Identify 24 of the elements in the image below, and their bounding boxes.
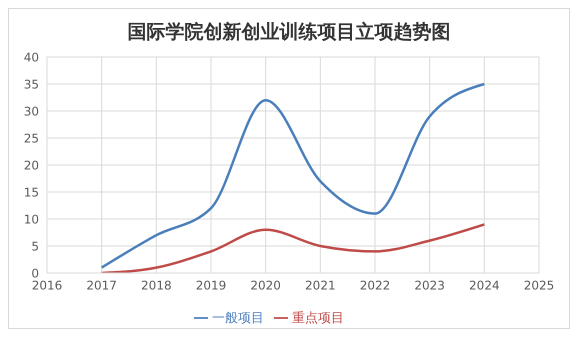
y-tick-label: 5 <box>31 239 39 254</box>
x-tick-label: 2017 <box>86 278 117 293</box>
x-tick-label: 2022 <box>360 278 390 293</box>
y-tick-label: 20 <box>24 158 39 172</box>
y-tick-label: 30 <box>24 104 39 118</box>
y-tick-label: 40 <box>24 50 39 64</box>
legend-label: 一般项目 <box>212 311 264 326</box>
line-series <box>100 82 486 269</box>
y-tick-label: 15 <box>24 185 39 200</box>
y-tick-label: 35 <box>24 77 39 92</box>
x-tick-label: 2025 <box>524 278 554 293</box>
y-tick-label: 25 <box>24 131 39 146</box>
x-tick-label: 2021 <box>305 278 336 293</box>
legend-label: 重点项目 <box>292 311 344 326</box>
x-tick-label: 2018 <box>141 278 172 293</box>
x-tick-label: 2023 <box>414 278 445 293</box>
x-tick-label: 2019 <box>196 278 226 293</box>
chart-title: 国际学院创新创业训练项目立项趋势图 <box>126 20 452 45</box>
x-tick-label: 2020 <box>250 278 281 293</box>
y-tick-label: 10 <box>24 212 39 226</box>
line-series <box>100 223 486 273</box>
x-tick-label: 2016 <box>32 278 62 293</box>
y-tick-label: 0 <box>31 266 39 280</box>
x-tick-label: 2024 <box>469 278 500 293</box>
